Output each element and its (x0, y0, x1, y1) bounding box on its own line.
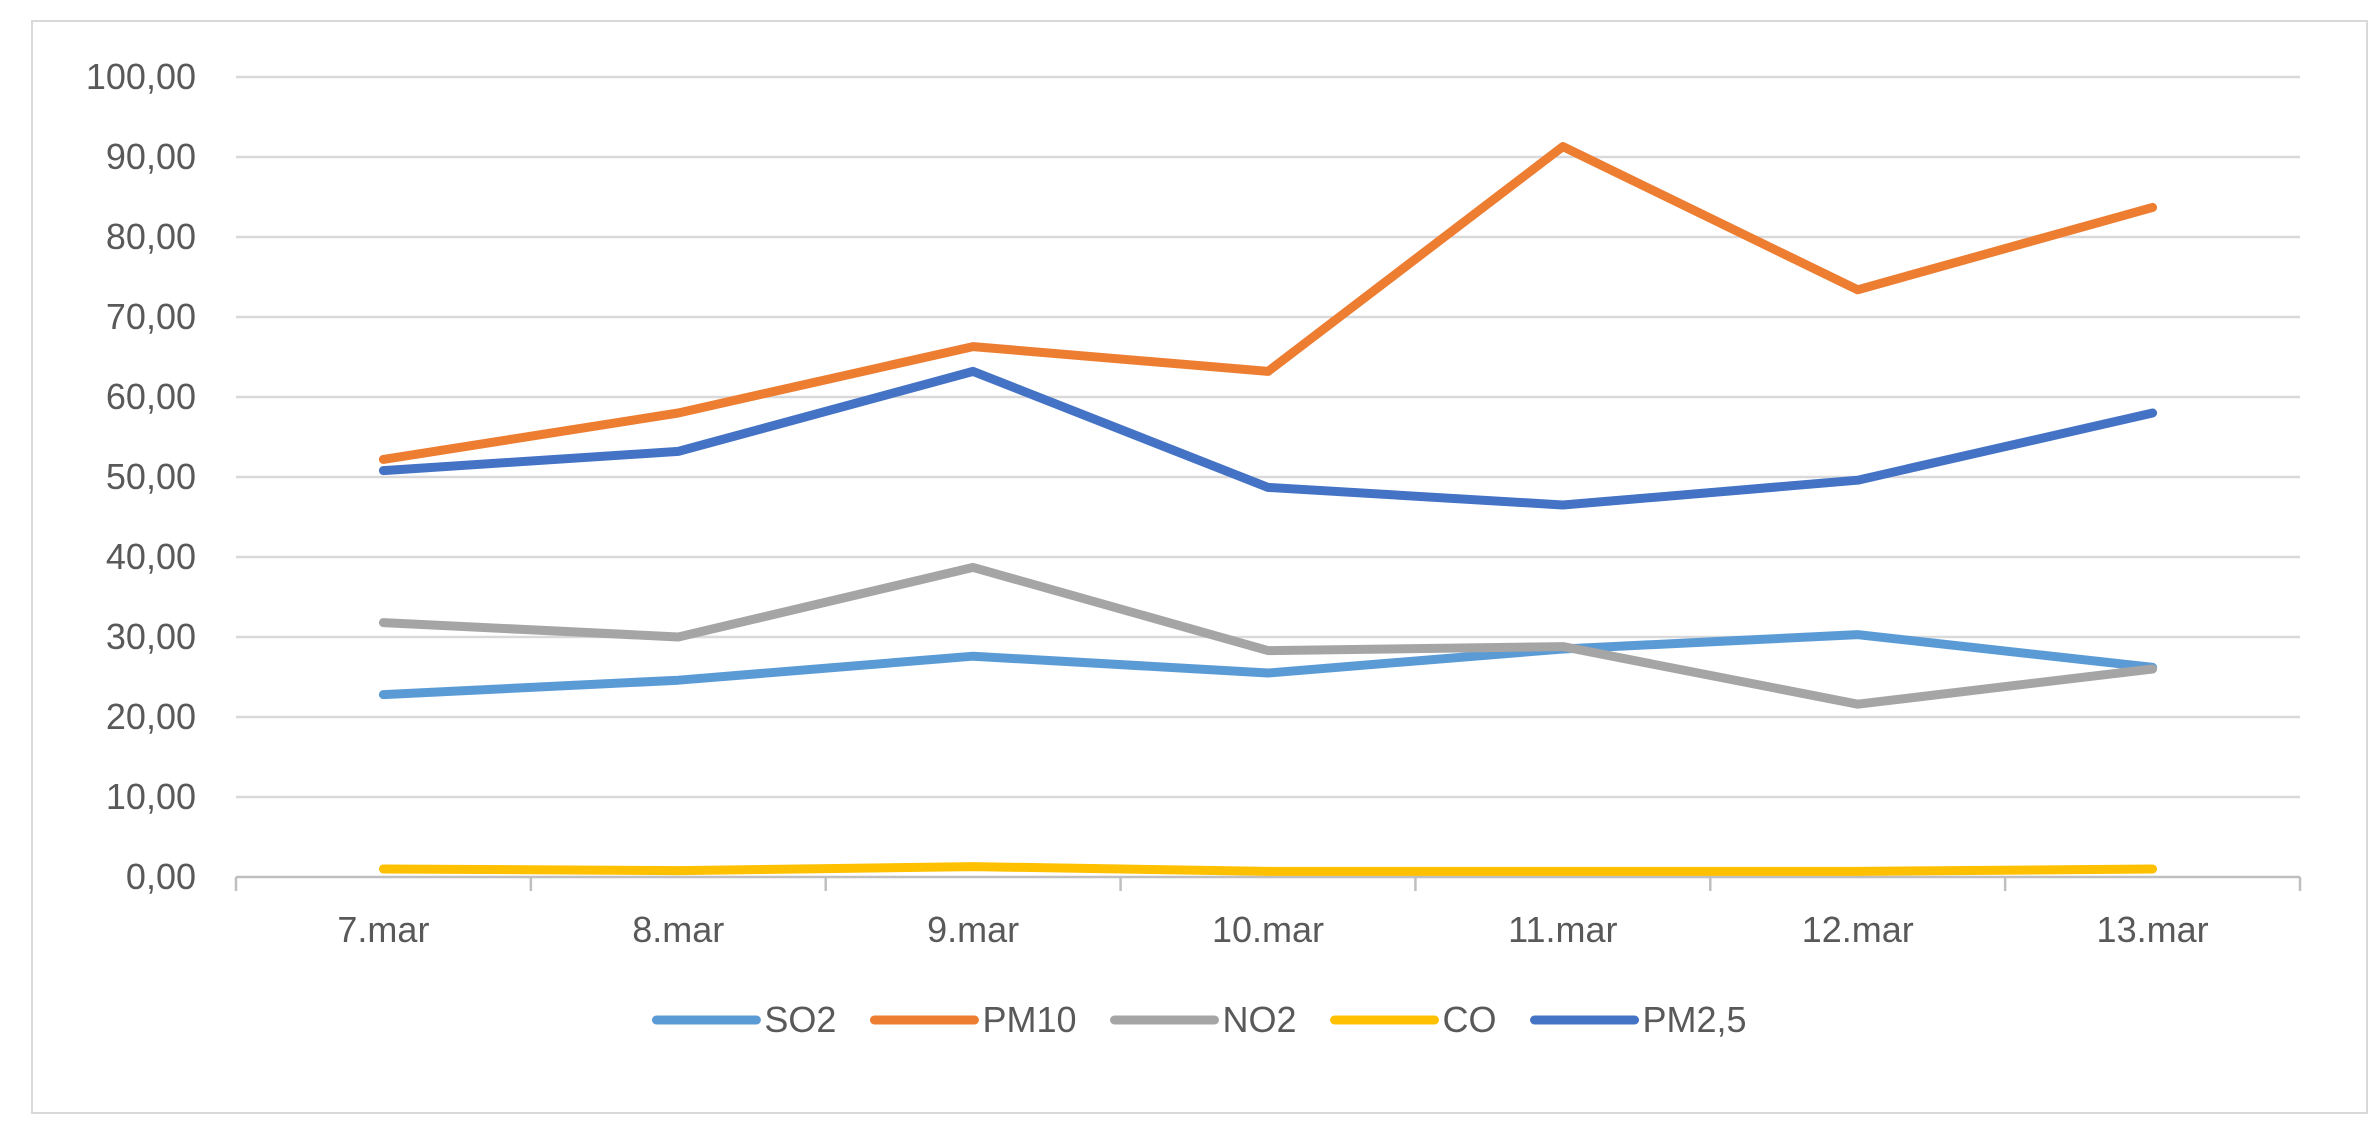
y-tick-label: 10,00 (106, 776, 196, 817)
x-tick-label: 7.mar (337, 909, 429, 950)
y-tick-label: 90,00 (106, 136, 196, 177)
legend-label: CO (1443, 999, 1497, 1040)
series-line-co (378, 862, 2158, 876)
series-line-no2 (378, 562, 2158, 709)
legend-label: NO2 (1223, 999, 1297, 1040)
y-tick-label: 70,00 (106, 296, 196, 337)
y-tick-label: 60,00 (106, 376, 196, 417)
legend-label: SO2 (764, 999, 836, 1040)
y-tick-label: 20,00 (106, 696, 196, 737)
legend-item: PM10 (869, 999, 1077, 1040)
x-tick-label: 11.mar (1508, 909, 1617, 950)
chart-frame: 0,00 10,00 20,00 30,00 40,00 50,00 60,00 70,00 8… (31, 20, 2368, 1114)
axes: 0,00 10,00 20,00 30,00 40,00 50,00 60,00 70,00 8… (86, 56, 2302, 950)
x-tick-label: 8.mar (632, 909, 724, 950)
x-tick-label: 10.mar (1212, 909, 1324, 950)
legend-item: CO (1330, 999, 1497, 1040)
y-tick-label: 30,00 (106, 616, 196, 657)
legend-item: PM2,5 (1530, 999, 1747, 1040)
x-tick-label: 9.mar (927, 909, 1019, 950)
series-line-pm2-5 (378, 366, 2158, 510)
y-tick-label: 80,00 (106, 216, 196, 257)
y-tick-label: 40,00 (106, 536, 196, 577)
legend-label: PM10 (982, 999, 1076, 1040)
gridlines (236, 75, 2300, 799)
x-tick-label: 13.mar (2097, 909, 2209, 950)
series-line-so2 (378, 630, 2158, 700)
y-tick-label: 0,00 (126, 856, 196, 897)
x-tick-label: 12.mar (1802, 909, 1914, 950)
legend-label: PM2,5 (1643, 999, 1747, 1040)
series-line-pm10 (378, 142, 2158, 464)
legend-item: NO2 (1110, 999, 1297, 1040)
line-chart: 0,00 10,00 20,00 30,00 40,00 50,00 60,00 70,00 8… (86, 56, 2302, 1040)
y-tick-label: 50,00 (106, 456, 196, 497)
legend-item: SO2 (651, 999, 836, 1040)
legend: SO2 PM10 NO2 CO PM2,5 (651, 999, 1747, 1040)
series-lines (378, 142, 2158, 876)
y-tick-label: 100,00 (86, 56, 196, 97)
